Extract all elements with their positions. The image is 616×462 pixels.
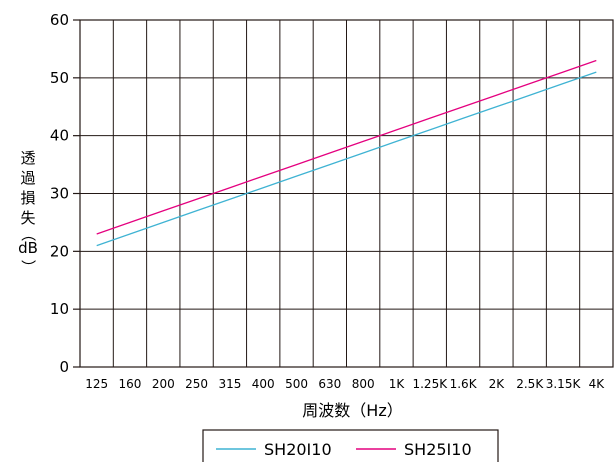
x-tick-label: 125: [85, 377, 108, 391]
x-tick-label: 160: [119, 377, 142, 391]
y-tick-label: 10: [50, 300, 69, 318]
y-tick-label: 60: [50, 11, 69, 29]
y-axis-ticks: 0 10 20 30 40 50 60: [50, 11, 80, 376]
y-axis-label-part: ）: [19, 259, 37, 274]
x-tick-label: 500: [285, 377, 308, 391]
y-tick-label: 0: [59, 358, 69, 376]
series-lines: [96, 59, 597, 247]
x-tick-label: 1K: [389, 377, 406, 391]
y-axis-label-part: 過: [20, 169, 35, 187]
legend: SH20I10 SH25I10: [202, 429, 499, 462]
series-line-SH20I10: [96, 71, 597, 247]
x-tick-label: 2.5K: [516, 377, 544, 391]
y-axis-label-part: 失: [20, 209, 35, 227]
y-axis-label-part: 透: [20, 149, 35, 167]
x-tick-label: 800: [352, 377, 375, 391]
y-axis-label-part: 損: [20, 189, 35, 207]
x-tick-label: 200: [152, 377, 175, 391]
legend-label: SH20I10: [264, 440, 332, 459]
y-tick-label: 50: [50, 69, 69, 87]
chart-grid: [80, 20, 613, 367]
x-tick-label: 630: [318, 377, 341, 391]
y-axis-label-part: dB: [18, 239, 38, 257]
x-tick-label: 2K: [489, 377, 506, 391]
x-axis-label: 周波数（Hz）: [302, 401, 402, 420]
x-tick-label: 1.25K: [412, 377, 448, 391]
x-axis-ticks: 125 160 200 250 315 400 500 630 800 1K 1.25K 1.6K 2K…: [85, 377, 605, 391]
y-tick-label: 20: [50, 242, 69, 260]
series-line-SH25I10: [96, 59, 597, 235]
x-tick-label: 315: [218, 377, 241, 391]
legend-box: [202, 429, 499, 462]
y-tick-label: 30: [50, 185, 69, 203]
y-axis-label-part: （: [19, 226, 37, 241]
x-tick-label: 4K: [589, 377, 606, 391]
x-tick-label: 1.6K: [450, 377, 478, 391]
legend-label: SH25I10: [404, 440, 472, 459]
x-tick-label: 3.15K: [546, 377, 582, 391]
x-tick-label: 400: [252, 377, 275, 391]
x-tick-label: 250: [185, 377, 208, 391]
y-tick-label: 40: [50, 127, 69, 145]
